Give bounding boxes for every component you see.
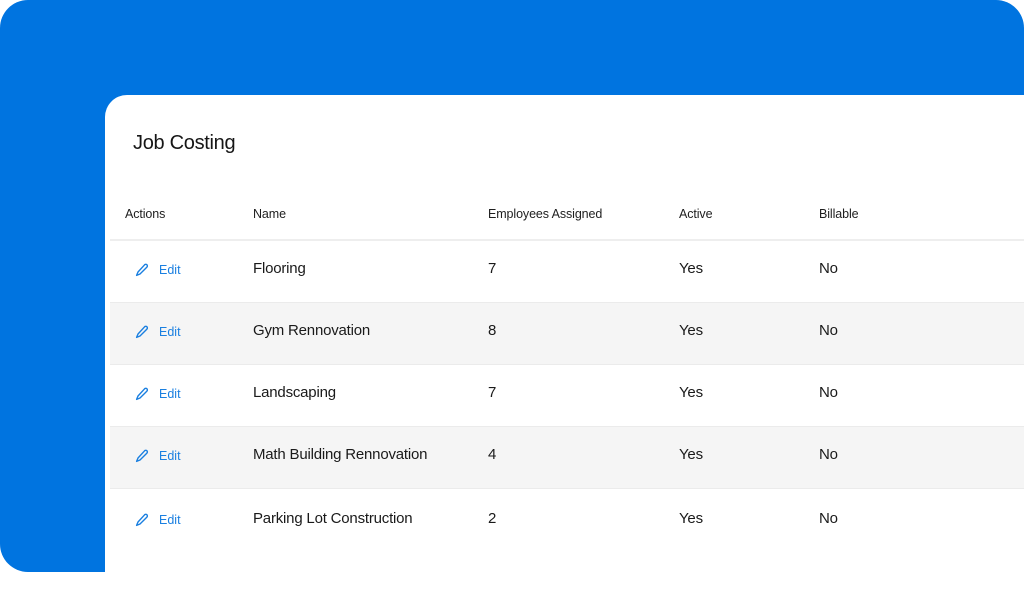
edit-button[interactable]: Edit bbox=[135, 513, 181, 527]
edit-label: Edit bbox=[159, 387, 181, 401]
job-name: Landscaping bbox=[253, 384, 336, 401]
edit-label: Edit bbox=[159, 449, 181, 463]
pencil-icon bbox=[135, 513, 149, 527]
billable-status: No bbox=[819, 322, 838, 339]
table-row: Edit Flooring 7 Yes No bbox=[110, 241, 1024, 303]
column-header-active[interactable]: Active bbox=[679, 207, 713, 221]
edit-button[interactable]: Edit bbox=[135, 263, 181, 277]
page-title: Job Costing bbox=[133, 132, 236, 154]
table-header: Actions Name Employees Assigned Active B… bbox=[110, 191, 1024, 241]
edit-label: Edit bbox=[159, 513, 181, 527]
edit-button[interactable]: Edit bbox=[135, 325, 181, 339]
column-header-actions: Actions bbox=[125, 207, 166, 221]
edit-button[interactable]: Edit bbox=[135, 387, 181, 401]
employees-assigned: 2 bbox=[488, 510, 497, 527]
table-row: Edit Math Building Rennovation 4 Yes No bbox=[110, 427, 1024, 489]
column-header-employees-assigned[interactable]: Employees Assigned bbox=[488, 207, 603, 221]
pencil-icon bbox=[135, 449, 149, 463]
billable-status: No bbox=[819, 510, 838, 527]
active-status: Yes bbox=[679, 260, 703, 277]
active-status: Yes bbox=[679, 510, 703, 527]
billable-status: No bbox=[819, 384, 838, 401]
edit-label: Edit bbox=[159, 263, 181, 277]
employees-assigned: 7 bbox=[488, 384, 497, 401]
table-row: Edit Landscaping 7 Yes No bbox=[110, 365, 1024, 427]
edit-label: Edit bbox=[159, 325, 181, 339]
job-name: Parking Lot Construction bbox=[253, 510, 413, 527]
job-name: Flooring bbox=[253, 260, 306, 277]
table-row: Edit Gym Rennovation 8 Yes No bbox=[110, 303, 1024, 365]
edit-button[interactable]: Edit bbox=[135, 449, 181, 463]
billable-status: No bbox=[819, 446, 838, 463]
active-status: Yes bbox=[679, 322, 703, 339]
active-status: Yes bbox=[679, 446, 703, 463]
employees-assigned: 8 bbox=[488, 322, 497, 339]
employees-assigned: 4 bbox=[488, 446, 497, 463]
table-row: Edit Parking Lot Construction 2 Yes No bbox=[110, 489, 1024, 550]
pencil-icon bbox=[135, 387, 149, 401]
pencil-icon bbox=[135, 263, 149, 277]
pencil-icon bbox=[135, 325, 149, 339]
column-header-billable[interactable]: Billable bbox=[819, 207, 859, 221]
job-costing-table: Actions Name Employees Assigned Active B… bbox=[110, 191, 1024, 550]
employees-assigned: 7 bbox=[488, 260, 497, 277]
job-name: Math Building Rennovation bbox=[253, 446, 428, 463]
job-costing-card: Job Costing Actions Name Employees Assig… bbox=[105, 95, 1024, 615]
active-status: Yes bbox=[679, 384, 703, 401]
column-header-name[interactable]: Name bbox=[253, 207, 286, 221]
billable-status: No bbox=[819, 260, 838, 277]
job-name: Gym Rennovation bbox=[253, 322, 371, 339]
